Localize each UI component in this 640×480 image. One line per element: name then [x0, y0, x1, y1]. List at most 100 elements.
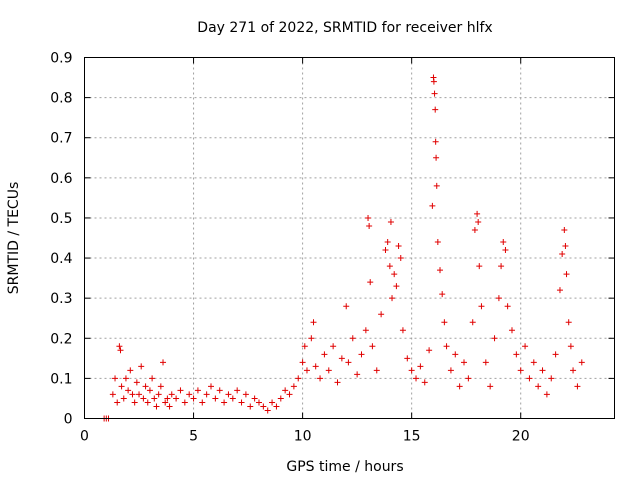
tick-layer: 0 0.1 0.2 0.3 0.4 0.5 0.6 0.7 0.8 0.9 0 5 10 15 20 [50, 51, 615, 445]
data-point [127, 367, 134, 374]
data-point [426, 347, 433, 354]
data-point [303, 367, 310, 374]
data-point [221, 399, 228, 406]
data-point [369, 343, 376, 350]
data-point [399, 327, 406, 334]
data-point [173, 395, 180, 402]
data-point [548, 375, 555, 382]
data-point [312, 363, 319, 370]
data-point [149, 375, 156, 382]
data-point [386, 263, 393, 270]
data-point [482, 359, 489, 366]
data-point [164, 395, 171, 402]
data-point [434, 239, 441, 246]
data-point [367, 279, 374, 286]
x-tick-label: 15 [403, 429, 421, 445]
data-point [452, 351, 459, 358]
data-point [122, 375, 129, 382]
data-point [225, 391, 232, 398]
data-point [556, 287, 563, 294]
data-point [526, 375, 533, 382]
data-point [384, 239, 391, 246]
data-point [160, 359, 167, 366]
y-tick-label: 0.9 [50, 51, 72, 67]
data-point [255, 399, 262, 406]
data-point [487, 383, 494, 390]
data-point [565, 319, 572, 326]
data-point [365, 214, 372, 221]
data-point [199, 399, 206, 406]
x-tick-label: 0 [80, 429, 89, 445]
data-point [362, 327, 369, 334]
data-point [109, 391, 116, 398]
chart-title: Day 271 of 2022, SRMTID for receiver hlf… [197, 20, 492, 36]
data-point [142, 383, 149, 390]
data-point [194, 387, 201, 394]
data-point [157, 383, 164, 390]
data-point [212, 395, 219, 402]
data-point [513, 351, 520, 358]
data-point [387, 218, 394, 225]
y-axis-title: SRMTID / TECUs [6, 182, 22, 295]
data-point [269, 399, 276, 406]
data-point [282, 387, 289, 394]
data-point [177, 387, 184, 394]
data-point [216, 387, 223, 394]
data-point [413, 375, 420, 382]
data-point [338, 355, 345, 362]
data-point [168, 391, 175, 398]
data-point [543, 391, 550, 398]
data-point [429, 202, 436, 209]
data-point [186, 391, 193, 398]
data-point [144, 399, 151, 406]
data-point [208, 383, 215, 390]
data-point [247, 403, 254, 410]
data-point [334, 379, 341, 386]
data-point [530, 359, 537, 366]
x-tick-label: 5 [189, 429, 198, 445]
data-point [290, 383, 297, 390]
data-point [578, 359, 585, 366]
data-point [476, 263, 483, 270]
data-point [378, 311, 385, 318]
x-axis-title: GPS time / hours [286, 459, 403, 475]
data-point [491, 335, 498, 342]
data-point [465, 375, 472, 382]
data-point [229, 395, 236, 402]
plot-frame [84, 57, 615, 419]
data-point [151, 395, 158, 402]
data-point [447, 367, 454, 374]
data-point [112, 375, 119, 382]
data-point [138, 363, 145, 370]
data-point [395, 243, 402, 250]
data-point [389, 295, 396, 302]
data-point [129, 391, 136, 398]
data-point [373, 367, 380, 374]
data-point [397, 255, 404, 262]
data-point [522, 343, 529, 350]
data-point [242, 391, 249, 398]
data-point [433, 182, 440, 189]
data-point [456, 383, 463, 390]
data-point [404, 355, 411, 362]
data-point [133, 379, 140, 386]
data-point [166, 403, 173, 410]
data-point [260, 403, 267, 410]
data-point [343, 303, 350, 310]
data-point [299, 359, 306, 366]
data-point [349, 335, 356, 342]
y-tick-label: 0.1 [50, 371, 72, 387]
data-point [277, 395, 284, 402]
data-point [539, 367, 546, 374]
data-point [502, 247, 509, 254]
data-point [474, 210, 481, 217]
data-point [321, 351, 328, 358]
data-point [273, 403, 280, 410]
data-point [562, 243, 569, 250]
data-point [366, 222, 373, 229]
data-point [432, 138, 439, 145]
data-point [570, 367, 577, 374]
data-point [567, 343, 574, 350]
y-tick-label: 0.5 [50, 211, 72, 227]
y-tick-label: 0.4 [50, 251, 72, 267]
